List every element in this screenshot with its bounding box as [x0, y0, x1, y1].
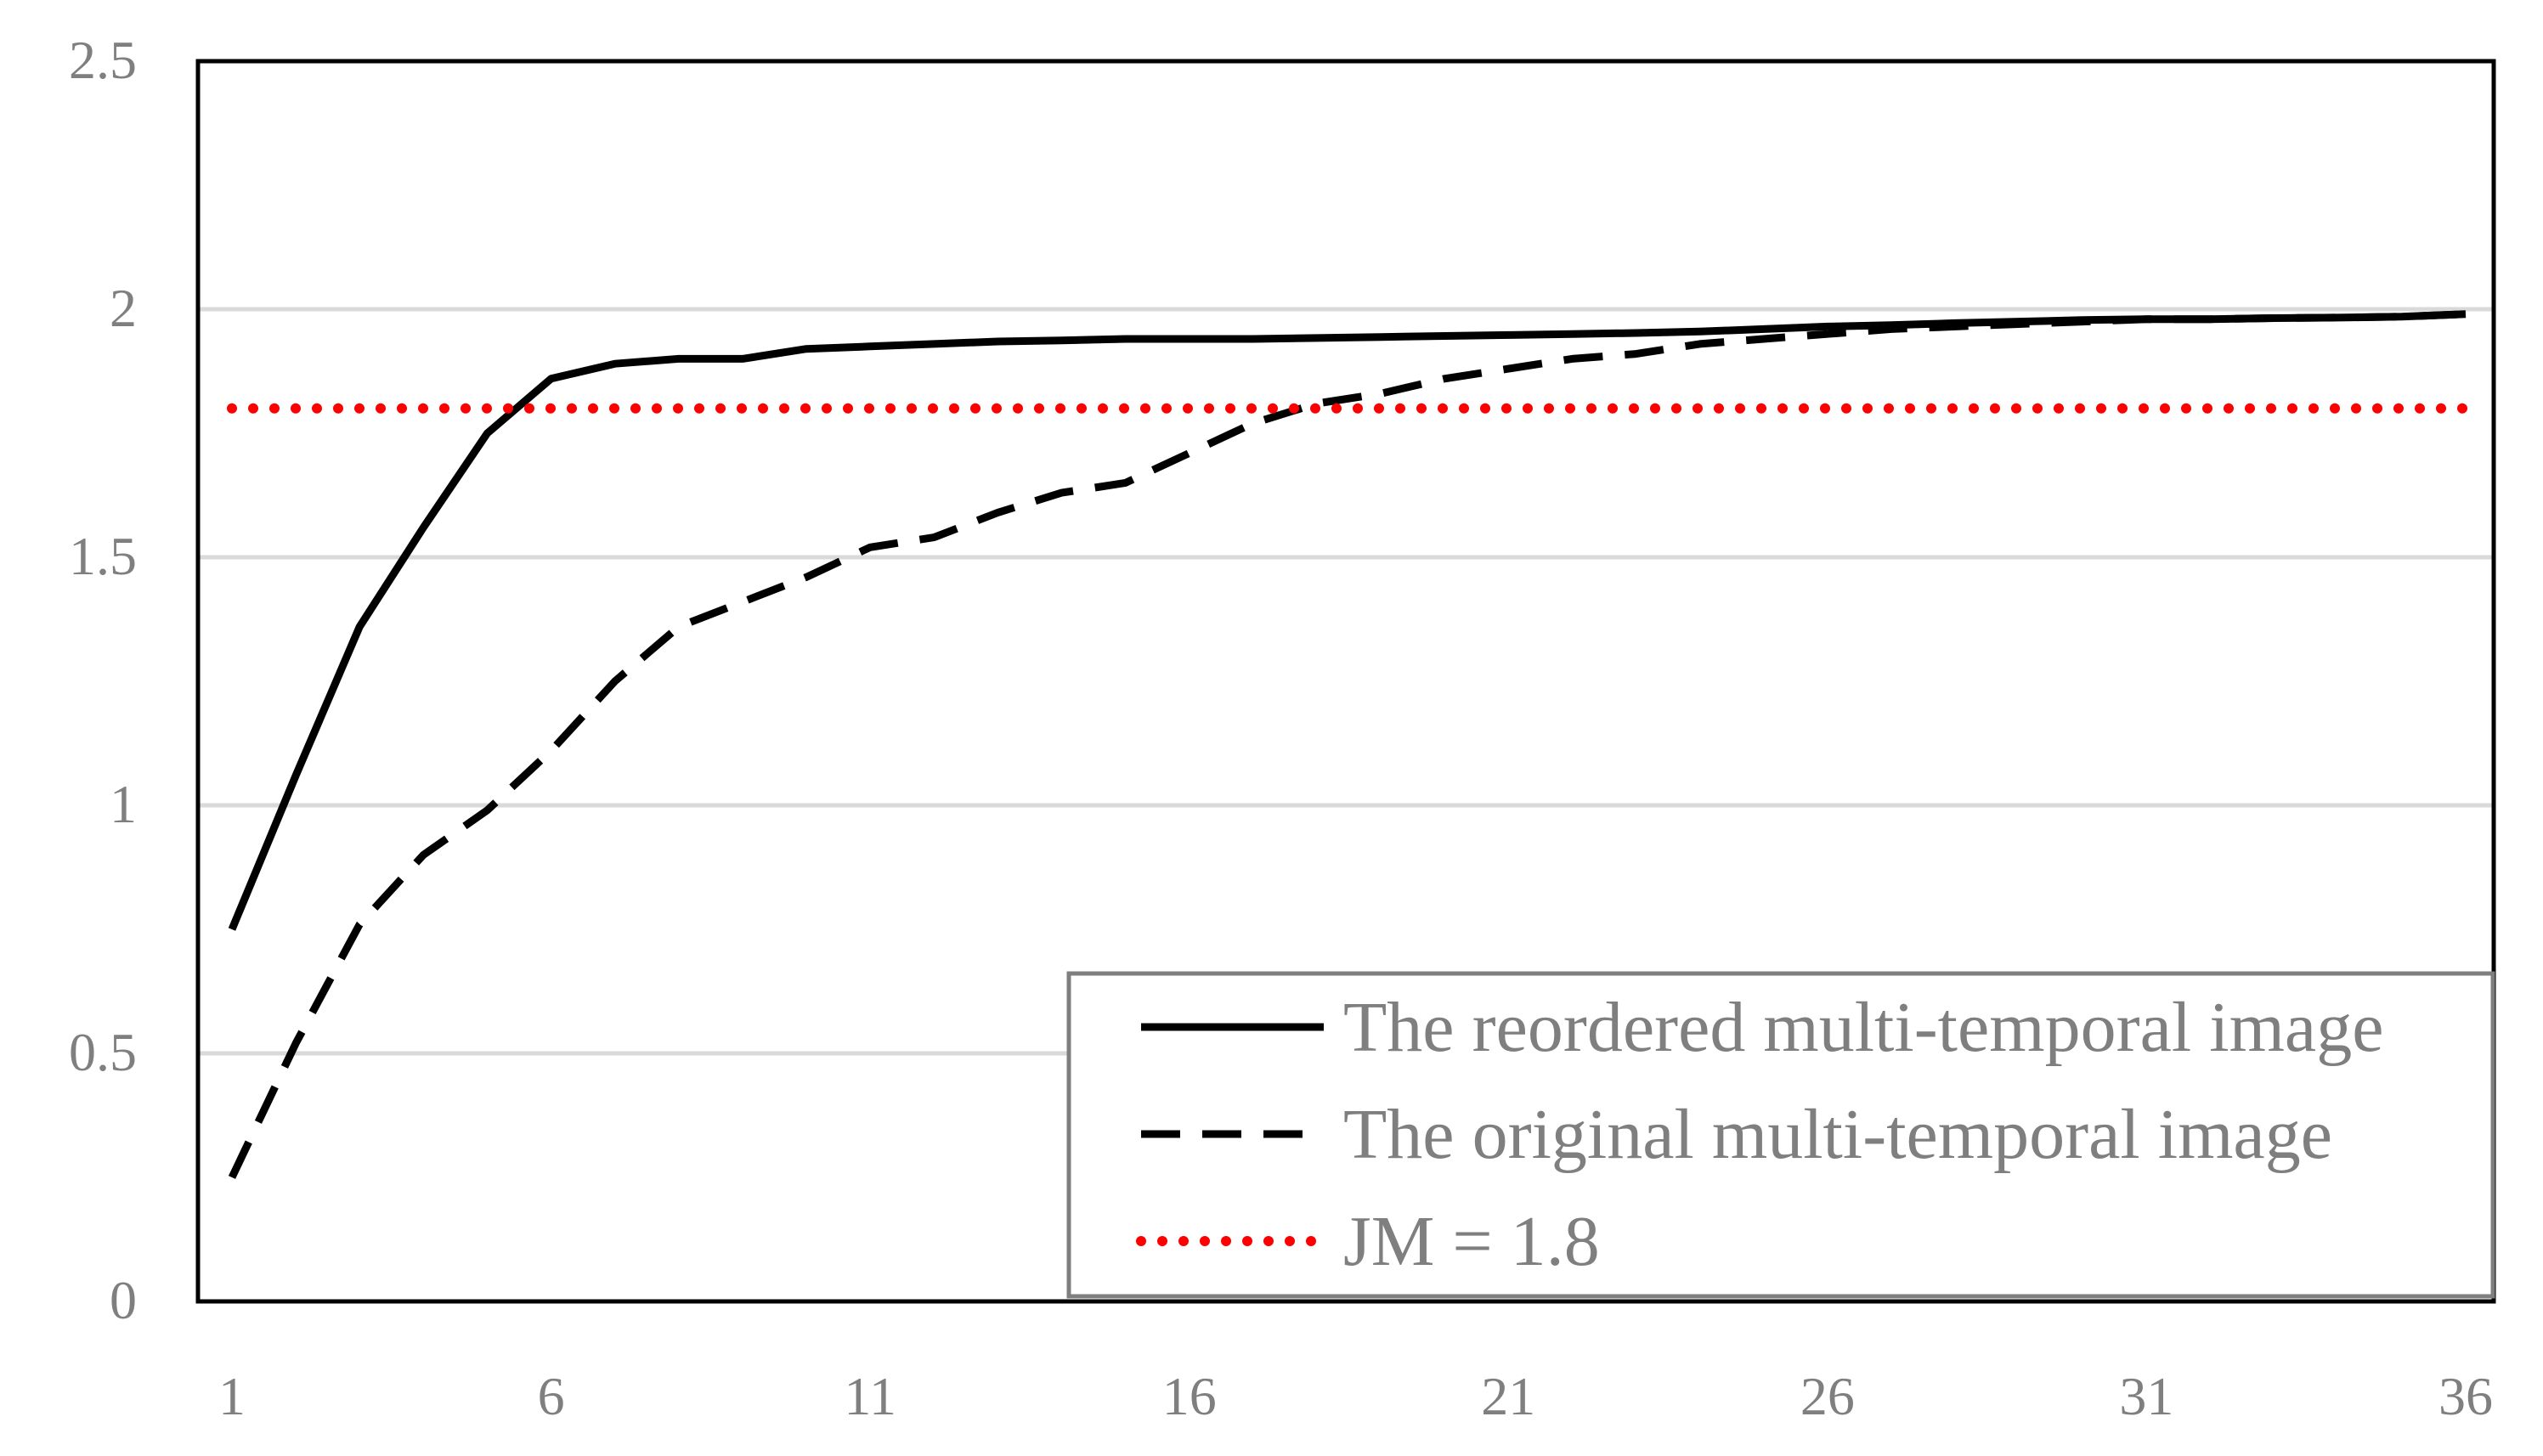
legend: The reordered multi-temporal image The or…	[1066, 971, 2495, 1299]
series-line-0	[228, 310, 2467, 931]
legend-label-1: The original multi-temporal image	[1343, 1095, 2332, 1174]
y-tick-label: 1.5	[69, 526, 137, 586]
x-tick-label: 36	[2438, 1366, 2493, 1426]
y-tick-label: 0.5	[69, 1022, 137, 1082]
tick-labels: 00.511.522.51 6 11 16 21 26 31 36	[69, 30, 2493, 1426]
x-tick-label: 6	[538, 1366, 565, 1426]
y-tick-label: 2.5	[69, 30, 137, 90]
x-tick-label: 16	[1162, 1366, 1217, 1426]
x-tick-label: 21	[1481, 1366, 1535, 1426]
series-line-1	[228, 310, 2467, 1179]
series-lines	[227, 310, 2471, 1179]
x-tick-label: 31	[2119, 1366, 2173, 1426]
x-tick-label: 26	[1800, 1366, 1855, 1426]
y-tick-label: 2	[110, 278, 137, 338]
y-tick-label: 0	[110, 1270, 137, 1330]
legend-label-0: The reordered multi-temporal image	[1343, 988, 2383, 1067]
y-tick-label: 1	[110, 774, 137, 834]
gridlines	[198, 307, 2494, 1056]
axes	[195, 59, 2496, 1304]
x-tick-label: 11	[844, 1366, 896, 1426]
legend-label-2: JM = 1.8	[1343, 1202, 1600, 1281]
x-tick-label: 1	[218, 1366, 246, 1426]
